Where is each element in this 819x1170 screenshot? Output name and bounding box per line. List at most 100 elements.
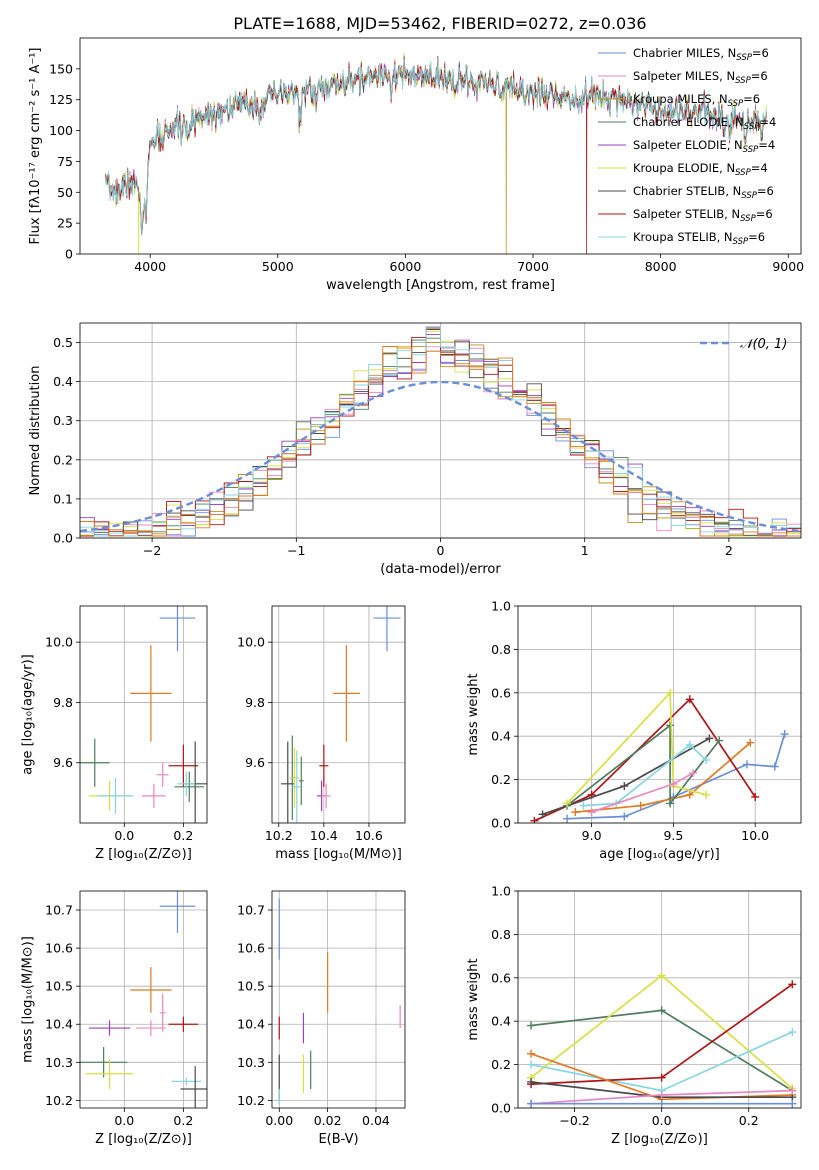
panel-spectrum: 4000 5000 6000 7000 8000 9000 0 25 50 75 100 125 150… (28, 37, 804, 293)
x-tick-label: 9.5 (663, 828, 683, 843)
x-tick-label: −0.2 (559, 1113, 589, 1128)
y-tick-label: 0.5 (53, 335, 73, 350)
residual-legend: 𝒩(0, 1) (700, 337, 787, 352)
y-tick-label: 9.6 (53, 755, 73, 770)
x-tick-label: 10.4 (310, 828, 338, 843)
x-tick-label: 7000 (517, 259, 549, 274)
weight-marker (571, 808, 580, 817)
weight-marker (527, 1077, 536, 1086)
y-axis-label: mass weight (466, 958, 481, 1040)
y-tick-label: 1.0 (491, 599, 511, 614)
y-tick-label: 0.6 (491, 970, 511, 985)
panel-mass-vs-Z: 0.0 0.2 10.2 10.3 10.4 10.5 10.6 10.7 Z [log₁₀(Z… (21, 890, 208, 1147)
legend-label: Salpeter STELIB, NSSP=6 (633, 207, 773, 224)
plot-area (80, 606, 207, 823)
y-tick-label: 0.4 (491, 729, 511, 744)
weight-marker (657, 971, 666, 980)
axes-frame (79, 890, 208, 1109)
weight-marker (669, 779, 678, 788)
axes-frame (271, 890, 406, 1109)
x-tick-label: 10.2 (265, 828, 293, 843)
panel-mass-vs-ebv: 0.00 0.02 0.04 10.2 10.3 10.4 10.5 10.6 10.7 E(B-… (237, 890, 406, 1147)
y-tick-label: 25 (57, 216, 73, 231)
weight-marker (685, 695, 694, 704)
y-tick-label: 10.4 (45, 1017, 73, 1032)
y-axis-label: age [log₁₀(age/yr)] (21, 654, 36, 775)
weight-line (566, 690, 707, 805)
weight-line (583, 743, 707, 807)
axes-frame (517, 890, 802, 1109)
weight-line (566, 723, 720, 807)
y-tick-label: 50 (57, 185, 73, 200)
legend-label: Salpeter ELODIE, NSSP=4 (633, 138, 775, 155)
weight-marker (636, 801, 645, 810)
y-axis-label: Normed distribution (28, 366, 43, 496)
y-tick-label: 10.0 (237, 635, 265, 650)
weight-marker (666, 688, 675, 697)
y-tick-label: 10.3 (45, 1055, 73, 1070)
plot-area (281, 606, 401, 823)
panel-age-vs-Z: 0.0 0.2 9.6 9.8 10.0 Z [log₁₀(Z/Z⊙)] age [log₁… (21, 605, 208, 862)
weight-marker (715, 736, 724, 745)
legend-label: 𝒩(0, 1) (740, 337, 787, 352)
y-tick-label: 10.5 (45, 979, 73, 994)
weight-marker (689, 769, 698, 778)
legend-label: Chabrier STELIB, NSSP=6 (633, 184, 774, 201)
y-tick-label: 0.2 (53, 452, 73, 467)
x-tick-label: 8000 (645, 259, 677, 274)
weight-marker (705, 734, 714, 743)
x-tick-label: 9000 (772, 259, 804, 274)
weight-marker (657, 1090, 666, 1099)
y-tick-label: 10.2 (45, 1093, 73, 1108)
x-axis-label: wavelength [Angstrom, rest frame] (326, 278, 555, 293)
x-tick-label: 10.6 (355, 828, 383, 843)
spectrum-line (105, 58, 767, 236)
y-tick-label: 0 (65, 247, 73, 262)
y-tick-label: 0.0 (53, 531, 73, 546)
y-tick-label: 10.7 (237, 903, 265, 918)
x-tick-label: 0.04 (362, 1113, 390, 1128)
normal-curve (80, 380, 801, 533)
y-tick-label: 10.2 (237, 1093, 265, 1108)
legend-label: Kroupa MILES, NSSP=6 (633, 92, 760, 109)
axes-frame (517, 605, 802, 824)
x-tick-label: 10.0 (741, 828, 769, 843)
weight-marker (579, 801, 588, 810)
x-tick-label: 0.0 (114, 828, 134, 843)
legend-label: Kroupa STELIB, NSSP=6 (633, 230, 765, 247)
y-tick-label: 0.8 (491, 927, 511, 942)
x-tick-label: 5000 (262, 259, 294, 274)
y-tick-label: 9.6 (245, 755, 265, 770)
weight-marker (743, 760, 752, 769)
x-tick-label: 0.00 (265, 1113, 293, 1128)
y-tick-label: 10.6 (45, 941, 73, 956)
panel-age-vs-mass: 10.2 10.4 10.6 9.6 9.8 10.0 mass [log₁₀(M/M⊙)] (237, 605, 406, 862)
histogram-step (80, 346, 801, 537)
y-tick-label: 0.4 (491, 1014, 511, 1029)
x-tick-label: 0 (437, 543, 445, 558)
y-tick-label: 9.8 (53, 695, 73, 710)
y-tick-label: 75 (57, 154, 73, 169)
y-tick-label: 0.8 (491, 642, 511, 657)
weight-marker (788, 980, 797, 989)
x-tick-label: 6000 (390, 259, 422, 274)
y-tick-label: 10.6 (237, 941, 265, 956)
weight-line (575, 742, 751, 813)
plot-area (530, 688, 789, 823)
weight-marker (657, 1073, 666, 1082)
weight-marker (620, 812, 629, 821)
x-axis-label: E(B-V) (318, 1132, 358, 1147)
weight-marker (788, 1099, 797, 1108)
y-tick-label: 150 (49, 61, 73, 76)
weight-marker (788, 1028, 797, 1037)
panel-residuals: −2 −1 0 1 2 0.0 0.1 0.2 0.3 0.4 0.5 (data-model)/er… (28, 322, 802, 577)
legend-label: Salpeter MILES, NSSP=6 (633, 69, 768, 86)
weight-marker (657, 1099, 666, 1108)
weight-marker (666, 721, 675, 730)
weight-marker (587, 808, 596, 817)
panel-weight-vs-Z: −0.2 0.0 0.2 0.0 0.2 0.4 0.6 0.8 1.0 Z [log₁₀(Z/Z… (466, 884, 802, 1147)
figure-title: PLATE=1688, MJD=53462, FIBERID=0272, z=0… (233, 14, 646, 33)
weight-marker (563, 814, 572, 823)
x-axis-label: Z [log₁₀(Z/Z⊙)] (611, 1132, 708, 1147)
y-tick-label: 0.3 (53, 413, 73, 428)
